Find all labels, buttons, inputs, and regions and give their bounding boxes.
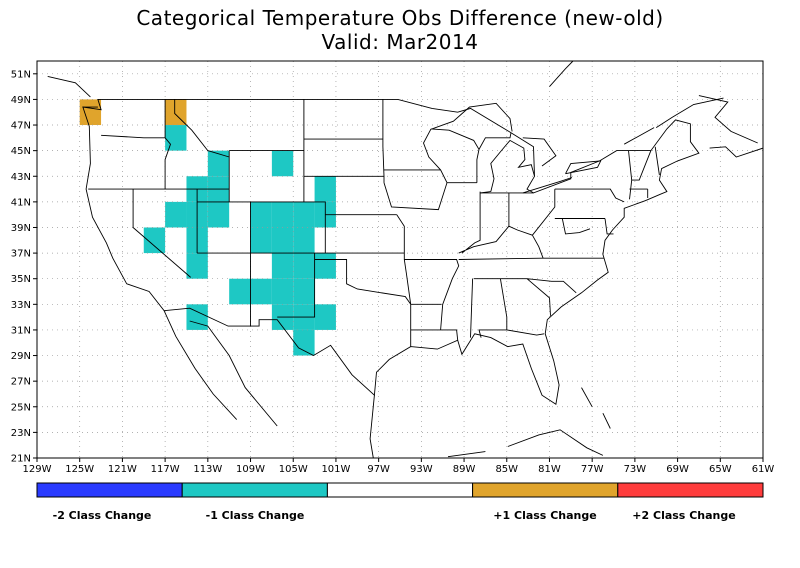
y-tick-label: 35N: [11, 274, 31, 285]
anomaly-cell: [250, 201, 272, 228]
chart-subtitle: Valid: Mar2014: [321, 30, 479, 54]
anomaly-cell: [271, 150, 294, 177]
y-tick-label: 23N: [11, 428, 31, 439]
x-tick-label: 101W: [321, 464, 350, 475]
x-tick-label: 65W: [709, 464, 732, 475]
anomaly-cell: [143, 227, 166, 254]
legend-swatch: [472, 482, 619, 498]
anomaly-cell: [165, 125, 187, 151]
coastlines: [47, 60, 764, 459]
anomaly-cell: [250, 227, 272, 254]
y-tick-label: 41N: [11, 197, 31, 208]
x-tick-label: 125W: [65, 464, 94, 475]
x-tick-label: 69W: [666, 464, 689, 475]
legend-label: +2 Class Change: [632, 509, 735, 522]
x-tick-label: 109W: [236, 464, 265, 475]
y-tick-label: 27N: [11, 377, 31, 388]
anomaly-cell: [314, 176, 336, 202]
legend-label: -2 Class Change: [53, 509, 152, 522]
x-tick-label: 85W: [495, 464, 518, 475]
anomaly-cell: [314, 253, 336, 279]
anomaly-cell: [293, 278, 315, 305]
anomaly-cell: [271, 227, 294, 254]
anomaly-cells: [79, 99, 336, 356]
x-tick-label: 61W: [752, 464, 775, 475]
chart-title: Categorical Temperature Obs Difference (…: [136, 6, 664, 30]
anomaly-cell: [186, 304, 208, 330]
x-tick-label: 77W: [581, 464, 604, 475]
y-tick-label: 51N: [11, 69, 31, 80]
anomaly-cell: [165, 201, 187, 228]
y-tick-label: 21N: [11, 454, 31, 465]
anomaly-cell: [293, 329, 315, 356]
legend: -2 Class Change -1 Class Change +1 Class C…: [36, 482, 764, 522]
x-tick-label: 129W: [23, 464, 52, 475]
anomaly-cell: [314, 304, 336, 330]
anomaly-cell: [207, 201, 230, 228]
y-tick-label: 25N: [11, 402, 31, 413]
latitude-labels: 51N 49N 47N 45N 43N 41N 39N 37N 35N 33N 31N 29N 27N 2…: [11, 69, 37, 465]
x-tick-label: 81W: [538, 464, 561, 475]
anomaly-cell: [165, 99, 187, 126]
anomaly-cell: [79, 99, 102, 126]
map-frame: [36, 60, 764, 459]
x-tick-label: 121W: [108, 464, 137, 475]
state-borders: [88, 99, 660, 347]
y-tick-label: 43N: [11, 172, 31, 183]
anomaly-cell: [271, 278, 294, 305]
anomaly-cell: [186, 253, 208, 279]
legend-swatch: [181, 482, 328, 498]
anomaly-cell: [293, 253, 315, 279]
x-tick-label: 93W: [410, 464, 433, 475]
anomaly-cell: [271, 201, 294, 228]
legend-swatch: [36, 482, 183, 498]
y-tick-label: 37N: [11, 249, 31, 260]
legend-swatch: [326, 482, 474, 498]
anomaly-cell: [271, 253, 294, 279]
x-tick-label: 105W: [279, 464, 308, 475]
boundaries: [47, 60, 764, 459]
legend-label: +1 Class Change: [493, 509, 596, 522]
legend-swatch: [617, 482, 764, 498]
anomaly-cell: [229, 278, 251, 305]
x-tick-label: 73W: [624, 464, 647, 475]
y-tick-label: 49N: [11, 95, 31, 106]
y-tick-label: 45N: [11, 146, 31, 157]
anomaly-cell: [250, 278, 272, 305]
y-tick-label: 39N: [11, 223, 31, 234]
y-tick-label: 33N: [11, 300, 31, 311]
legend-label: -1 Class Change: [206, 509, 305, 522]
anomaly-cell: [293, 227, 315, 254]
y-tick-label: 29N: [11, 351, 31, 362]
x-tick-label: 113W: [193, 464, 222, 475]
x-tick-label: 97W: [367, 464, 390, 475]
longitude-labels: 129W 125W 121W 117W 113W 109W 105W 101W 97W 93W 89…: [23, 458, 775, 475]
y-tick-label: 31N: [11, 325, 31, 336]
x-tick-label: 117W: [151, 464, 180, 475]
anomaly-cell: [207, 150, 230, 177]
y-tick-label: 47N: [11, 121, 31, 132]
x-tick-label: 89W: [453, 464, 476, 475]
anomaly-cell: [293, 201, 315, 228]
graticule: [36, 61, 764, 459]
